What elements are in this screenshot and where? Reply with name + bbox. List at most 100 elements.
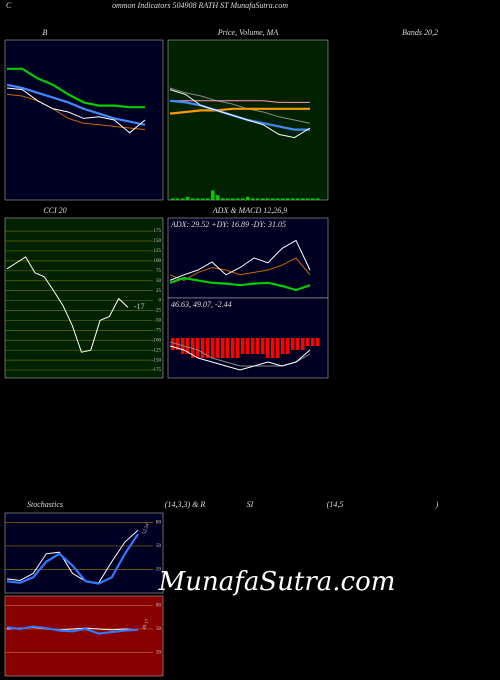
bar <box>316 338 320 346</box>
bar <box>211 190 215 200</box>
bar <box>196 198 200 200</box>
y-tick-label: 50 <box>156 279 162 284</box>
bar <box>276 198 280 200</box>
bar <box>246 196 250 200</box>
bar <box>281 198 285 200</box>
bar <box>181 198 185 200</box>
y-tick-label: 80 <box>156 604 162 609</box>
y-tick-label: -75 <box>154 328 161 333</box>
bar <box>211 338 215 358</box>
y-tick-label: -25 <box>154 309 161 314</box>
bar <box>226 198 230 200</box>
legend-text: 46.63, 49.07, -2.44 <box>171 300 232 309</box>
series-line <box>6 83 146 126</box>
bar <box>171 198 175 200</box>
y-tick-label: 150 <box>154 239 162 244</box>
bar <box>271 338 275 358</box>
series-line <box>6 533 139 585</box>
bar <box>256 338 260 354</box>
bar <box>186 196 190 200</box>
series-line <box>169 87 311 124</box>
y-tick-label: 80 <box>156 521 162 526</box>
series-line <box>169 107 310 115</box>
series-line <box>6 87 146 134</box>
bar <box>316 198 320 200</box>
y-tick-label: -175 <box>152 368 162 373</box>
panel-title: (14,3,3) & R <box>165 500 206 509</box>
bar <box>191 198 195 200</box>
bar <box>221 198 225 200</box>
title-initial: C <box>6 1 12 10</box>
bar <box>296 198 300 200</box>
bar <box>266 338 270 358</box>
panel <box>4 595 164 677</box>
y-tick-label: -50 <box>154 319 161 324</box>
bar <box>206 198 210 200</box>
bar <box>171 338 175 350</box>
y-tick-label: -100 <box>152 338 162 343</box>
bar <box>311 198 315 200</box>
bar <box>241 198 245 200</box>
panel-title: Price, Volume, MA <box>217 28 279 37</box>
panel <box>4 39 164 201</box>
legend-text: ADX: 29.52 +DY: 16.89 -DY: 31.05 <box>170 220 286 229</box>
panel-title: B <box>43 28 48 37</box>
value-label: 49.17 <box>142 618 151 631</box>
bar <box>241 338 245 354</box>
panel <box>4 217 164 379</box>
y-tick-label: 20 <box>156 568 162 573</box>
y-tick-label: 125 <box>154 249 162 254</box>
bar <box>231 338 235 358</box>
bar <box>221 338 225 358</box>
panel-title: ADX & MACD 12,26,9 <box>212 206 287 215</box>
y-tick-label: 75 <box>156 269 162 274</box>
y-tick-label: 20 <box>156 651 162 656</box>
panel-title: (14,5 <box>327 500 344 509</box>
y-tick-label: 0 <box>159 299 162 304</box>
bar <box>196 338 200 358</box>
series-line <box>169 257 311 281</box>
bar <box>306 198 310 200</box>
watermark: MunafaSutra.com <box>158 567 396 597</box>
bar <box>271 198 275 200</box>
bar <box>301 198 305 200</box>
bar <box>246 338 250 354</box>
bar <box>286 198 290 200</box>
bar <box>291 338 295 350</box>
bar <box>216 338 220 358</box>
bar <box>261 338 265 354</box>
bar <box>291 198 295 200</box>
bar <box>226 338 230 358</box>
bar <box>266 198 270 200</box>
series-line <box>6 93 146 131</box>
series-line <box>169 345 311 371</box>
series-line <box>169 276 311 292</box>
y-tick-label: -125 <box>152 348 162 353</box>
bar <box>176 198 180 200</box>
panel-title: ) <box>435 500 439 509</box>
series-line <box>170 100 310 103</box>
bar <box>301 338 305 350</box>
bar <box>261 198 265 200</box>
panel-title: CCI 20 <box>43 206 66 215</box>
series-line <box>6 625 139 635</box>
panel-title: Bands 20,2 <box>402 28 438 37</box>
bar <box>231 198 235 200</box>
y-tick-label: 175 <box>154 229 162 234</box>
bar <box>251 198 255 200</box>
value-label: 52.24 <box>142 522 151 535</box>
series-line <box>169 89 311 139</box>
bar <box>281 338 285 354</box>
y-tick-label: 50 <box>156 627 162 632</box>
series-line <box>7 67 145 109</box>
y-tick-label: -150 <box>152 358 162 363</box>
bar <box>256 198 260 200</box>
bar <box>186 338 190 354</box>
bar <box>216 195 220 200</box>
y-tick-label: 50 <box>156 544 162 549</box>
bar <box>201 338 205 358</box>
series-line <box>6 529 139 584</box>
bar <box>311 338 315 346</box>
series-line <box>169 239 311 281</box>
